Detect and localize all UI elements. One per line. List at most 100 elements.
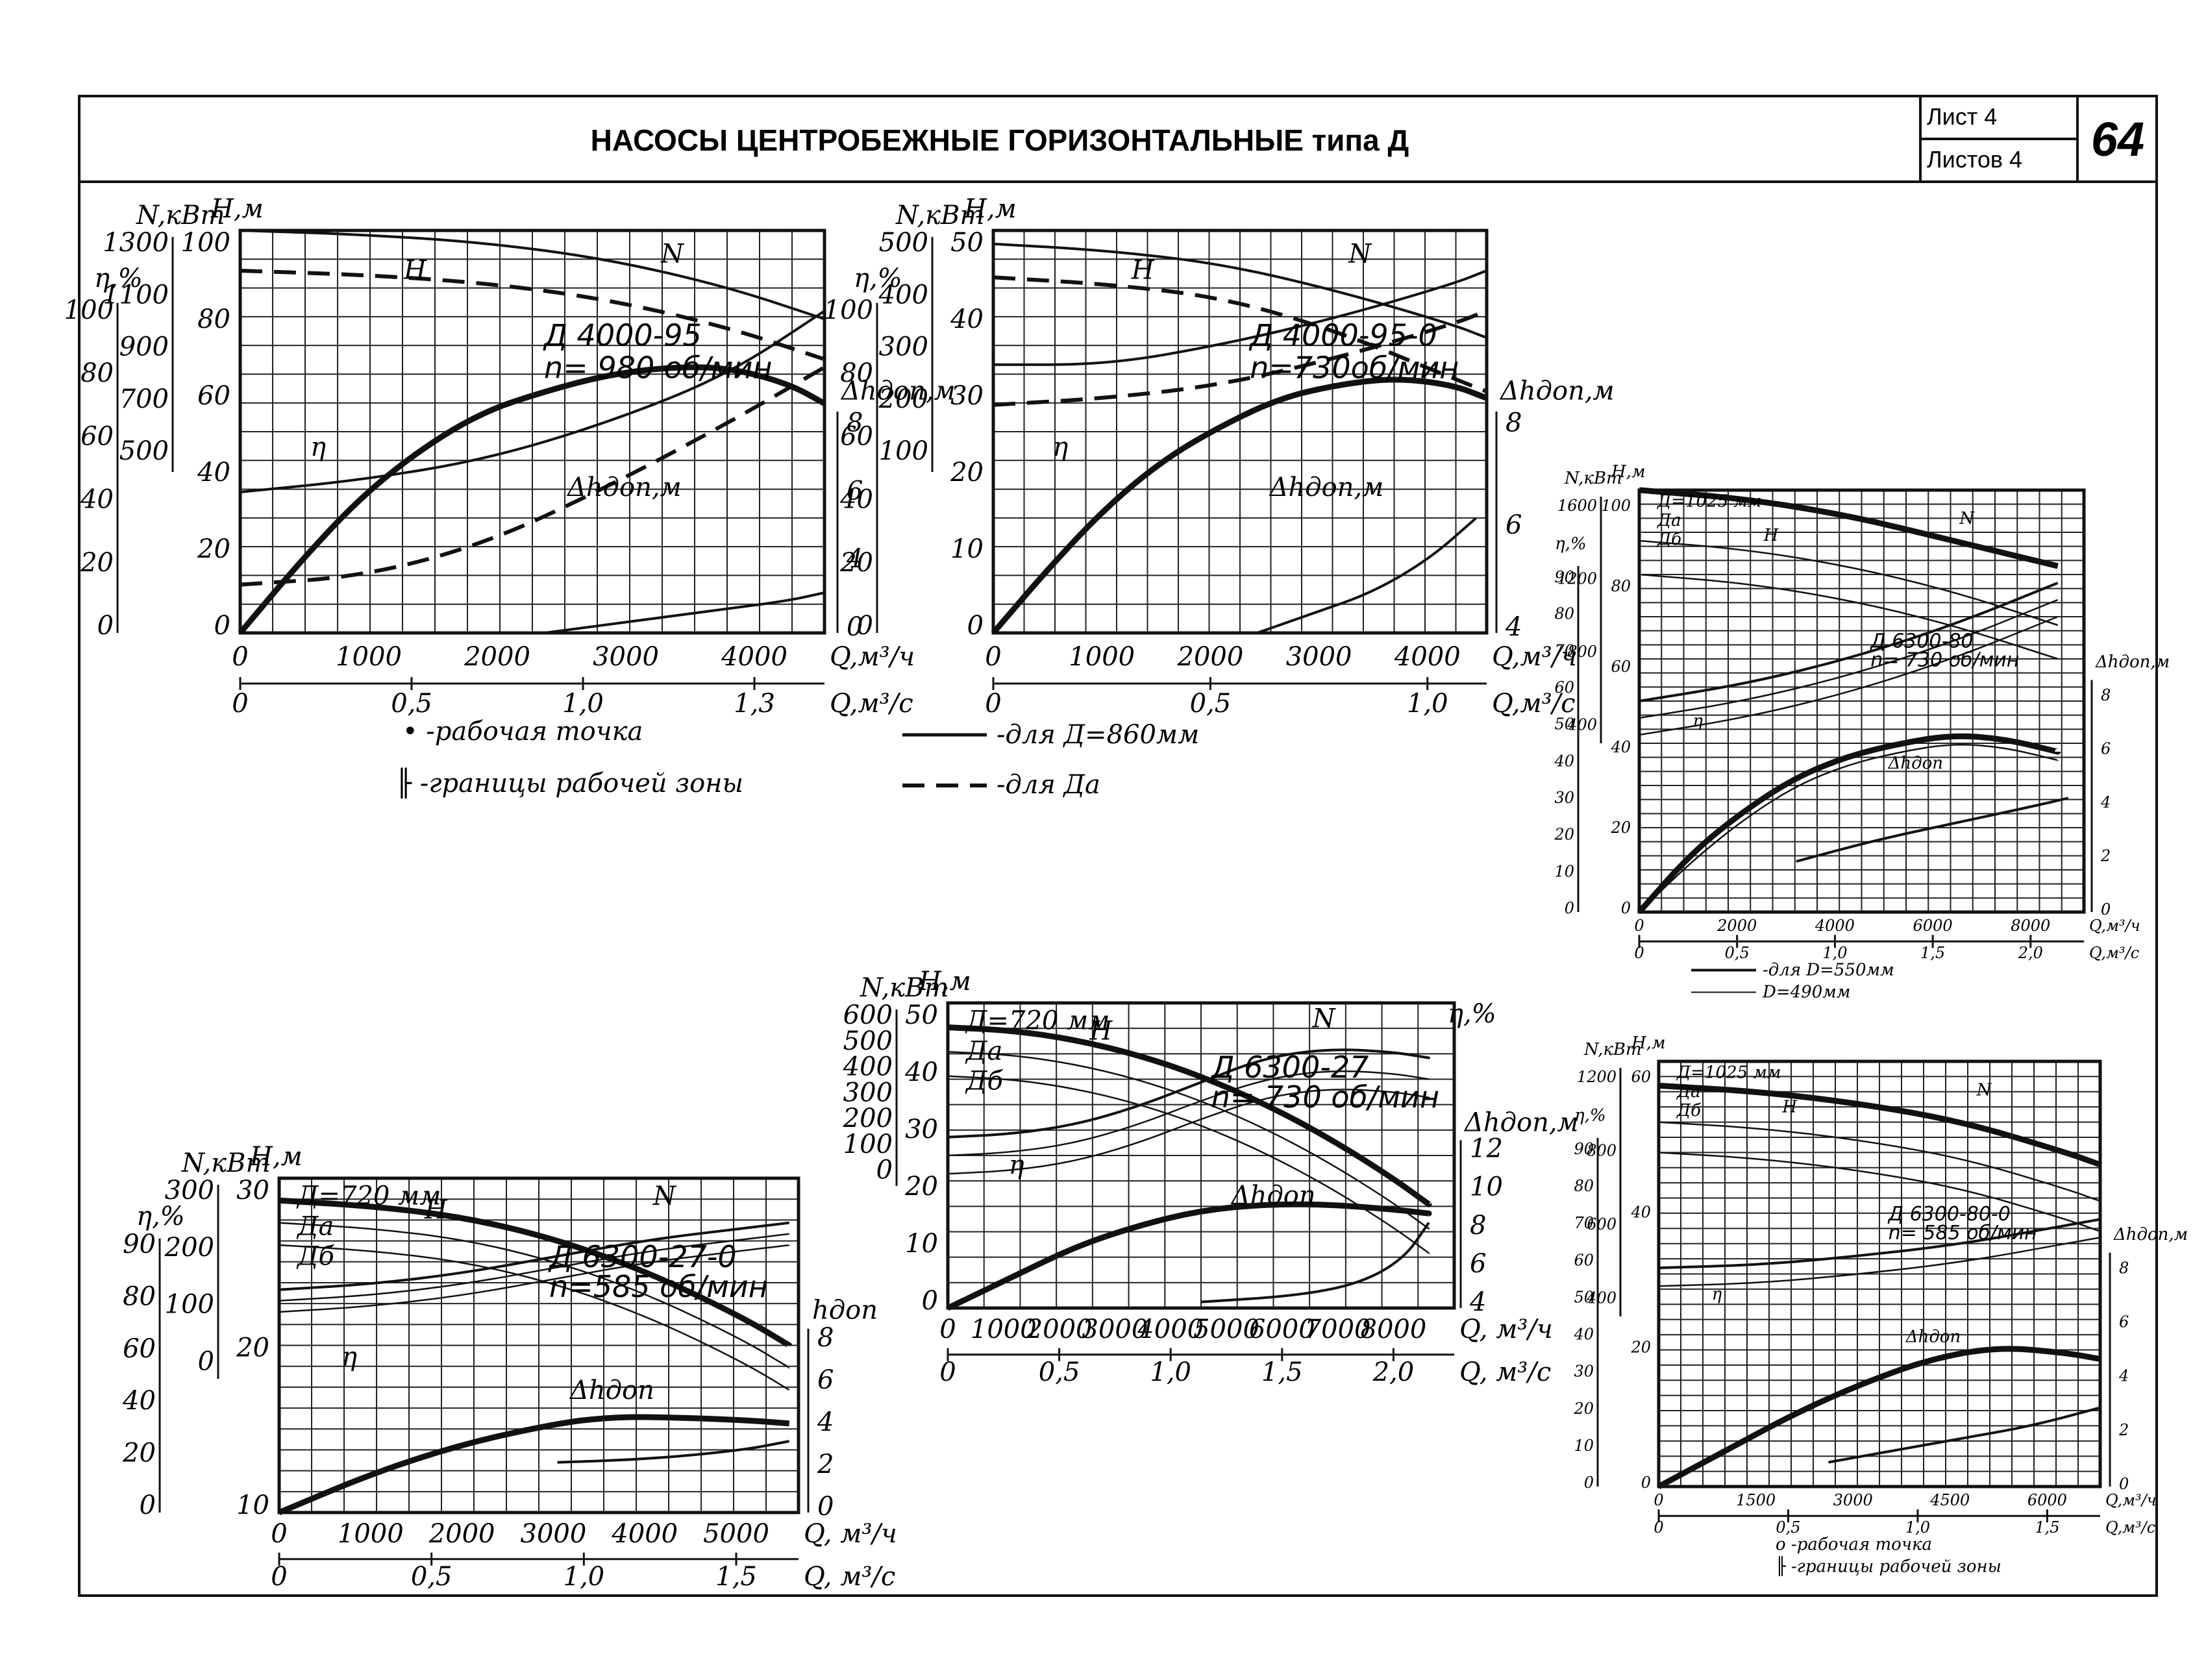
x2-axis-unit: Q,м³/с [830, 689, 913, 719]
legend-label-solid: -для D=550мм [1763, 960, 1894, 980]
y-power-tick-1: 100 [843, 1130, 893, 1159]
x-tick-4: 4000 [1137, 1315, 1204, 1344]
y-efficiency-tick-4: 80 [81, 358, 114, 388]
y-npsh-tick-4: 8 [817, 1323, 834, 1353]
x-tick-1: 1000 [971, 1315, 1037, 1344]
series-5-curve [279, 1244, 789, 1313]
y-power-tick-0: 400 [1586, 1289, 1617, 1307]
y-axis-efficiency-label: η,% [1574, 1106, 1606, 1126]
y-head-tick-5: 50 [905, 1000, 938, 1030]
chart-annotation: n= 730 об/мин [1870, 649, 2019, 671]
x-tick-4: 8000 [2011, 917, 2050, 935]
y-efficiency-tick-3: 30 [1574, 1363, 1594, 1381]
impeller-label-a: Да [296, 1211, 334, 1241]
series-7-curve [1639, 743, 2059, 913]
y-head-tick-3: 30 [950, 381, 984, 411]
y-axis-power-label: N,кВт [181, 1148, 270, 1178]
legend-zone-label: ╟ -границы рабочей зоны [396, 767, 743, 798]
y-head-tick-5: 100 [1601, 497, 1631, 515]
y-power-tick-1: 600 [1587, 1215, 1617, 1233]
series-3-curve [947, 1048, 1431, 1139]
x-axis-unit: Q, м³/ч [804, 1519, 897, 1549]
y-axis-head: Н,м 0 10 20 30 40 50 [904, 967, 971, 1316]
y-npsh-tick-2: 4 [2100, 793, 2111, 811]
y-head-tick-0: 0 [214, 611, 230, 641]
y-efficiency-tick-5: 90 [123, 1229, 156, 1259]
series-2-curve [993, 269, 1488, 366]
curve-label-power: N [1959, 509, 1975, 528]
y-npsh-tick-0: 0 [817, 1492, 834, 1522]
y-axis-efficiency: η,% 0 20 40 60 80 90 [122, 1202, 185, 1520]
sheet-label: Лист 4 [1927, 103, 1997, 130]
chart-d6300-27-0: 0 1000 2000 3000 4000 5000 Q, м³/ч0 0,5 1,0 1,5 Q,… [122, 1142, 897, 1592]
curve-label-efficiency: η [1692, 711, 1703, 731]
y-efficiency-tick-5: 50 [1574, 1288, 1594, 1306]
y-axis-head: Н,м 10 20 30 [236, 1142, 303, 1520]
x2-tick-0: 0 [1634, 944, 1644, 962]
y-efficiency-tick-5: 100 [64, 295, 114, 325]
x2-axis-unit: Q,м³/с [2105, 1518, 2155, 1537]
x-tick-3: 3000 [1286, 642, 1352, 672]
series-0-curve [1639, 487, 2059, 569]
y-efficiency-tick-3: 60 [81, 421, 114, 451]
y-efficiency-tick-0: 0 [140, 1490, 156, 1520]
y-efficiency-tick-7: 70 [1554, 641, 1574, 660]
y-power-tick-2: 800 [1587, 1141, 1617, 1159]
x-tick-0: 0 [271, 1519, 287, 1549]
x-tick-2: 2000 [464, 642, 530, 672]
series-1-curve [947, 1050, 1430, 1230]
x2-tick-3: 1,5 [1261, 1357, 1303, 1387]
y-efficiency-tick-9: 90 [1574, 1140, 1594, 1158]
curve-label-npsh: Δhдоп,м [1269, 473, 1384, 502]
y-power-tick-0: 0 [198, 1346, 214, 1376]
x-axis: 0 1000 2000 3000 4000 Q,м³/ч 0 0,5 1,0 Q,м³/с [985, 642, 1577, 719]
y-head-tick-5: 100 [181, 228, 230, 258]
y-npsh-tick-3: 8 [847, 408, 863, 438]
y-npsh-tick-0: 4 [1469, 1287, 1486, 1317]
series-6-curve [1828, 1406, 2101, 1464]
y-power-tick-3: 300 [843, 1078, 893, 1107]
x2-tick-0: 0 [985, 689, 1001, 719]
y-efficiency-tick-2: 20 [1554, 826, 1574, 844]
x2-tick-3: 1,5 [715, 1562, 757, 1592]
y-head-tick-1: 10 [905, 1229, 938, 1259]
curve-label-power: N [1312, 1004, 1337, 1034]
page-number: 64 [2091, 112, 2144, 166]
y-efficiency-tick-9: 90 [1554, 568, 1574, 586]
impeller-label-b: Дб [1676, 1101, 1701, 1120]
chart-title: Д 6300-27 [1210, 1050, 1369, 1085]
y-axis-head-label: Н,м [963, 194, 1017, 224]
series-4-curve [238, 364, 826, 635]
y-axis-head-label: Н,м [1631, 1033, 1666, 1053]
y-axis-power: N,кВт 0 100 200 300 [164, 1148, 270, 1379]
plot-frame [277, 1176, 800, 1514]
sheets-total-label: Листов 4 [1927, 146, 2022, 173]
series-4-curve [947, 1070, 1430, 1157]
y-efficiency-tick-8: 80 [1574, 1177, 1594, 1195]
x-tick-1: 1000 [338, 1519, 404, 1549]
y-head-tick-2: 40 [1630, 1203, 1651, 1221]
series-8-curve [1796, 797, 2069, 863]
plot-frame [238, 229, 826, 635]
x2-tick-1: 0,5 [1039, 1357, 1080, 1387]
x2-tick-3: 1,5 [1920, 944, 1945, 962]
x-tick-5: 5000 [703, 1519, 769, 1549]
series-6-curve [1637, 733, 2061, 914]
y-axis-efficiency: η,% 0 10 20 30 40 50 60 70 80 90 [1554, 534, 1586, 917]
y-head-tick-0: 0 [1621, 899, 1631, 917]
y-npsh-tick-1: 4 [846, 544, 863, 574]
x-axis-unit: Q,м³/ч [1492, 642, 1577, 672]
series-6-curve [947, 1201, 1432, 1311]
y-axis-npsh: Δhдоп,м 4 6 8 10 12 [1459, 1107, 1579, 1317]
x2-tick-0: 0 [1654, 1518, 1663, 1537]
x-tick-0: 0 [232, 642, 248, 672]
series-3-curve [279, 1221, 789, 1291]
y-head-tick-0: 10 [236, 1490, 269, 1520]
series-4-curve [1639, 599, 2059, 719]
curve-label-power: N [1976, 1080, 1992, 1100]
y-head-tick-1: 20 [1630, 1339, 1651, 1357]
y-npsh-tick-1: 2 [817, 1450, 834, 1479]
y-axis-efficiency-label: η,% [1448, 999, 1496, 1029]
